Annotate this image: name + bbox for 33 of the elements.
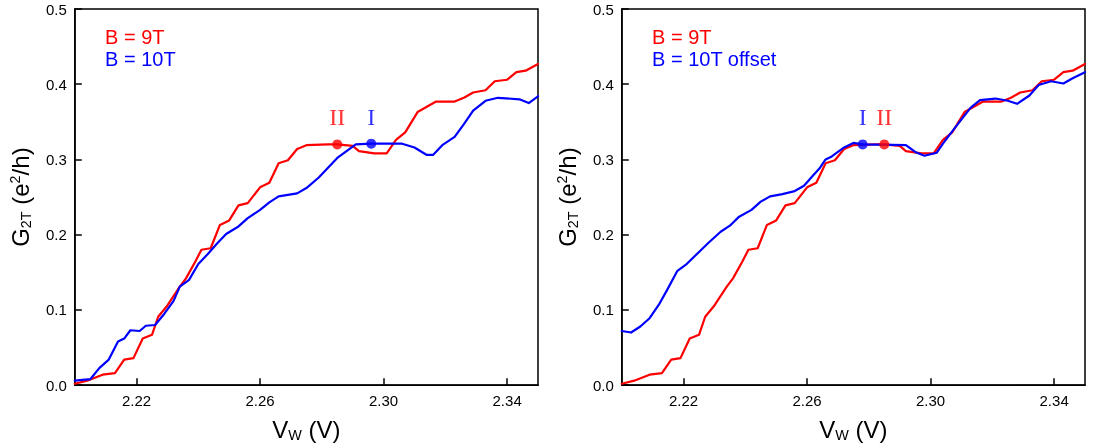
- data-label: II: [876, 104, 893, 131]
- y-tick-label: 0.2: [592, 226, 614, 244]
- y-tick-label: 0.1: [45, 301, 67, 319]
- y-tick-label: 0.2: [45, 226, 67, 244]
- x-tick-label: 2.30: [916, 392, 946, 410]
- y-tick-label: 0.4: [592, 75, 614, 93]
- x-tick-label: 2.34: [492, 392, 522, 410]
- y-tick-label: 0.4: [45, 75, 67, 93]
- text: B = 9T: [105, 26, 165, 48]
- x-tick-label: 2.34: [1039, 392, 1069, 410]
- text: B = 9T: [652, 26, 712, 48]
- y-tick-label: 0.3: [592, 150, 614, 168]
- data-label: I: [367, 103, 376, 130]
- x-tick-label: 2.26: [245, 392, 275, 410]
- text: B = 10T: [105, 48, 176, 70]
- x-tick-label: 2.30: [369, 392, 399, 410]
- y-tick-label: 0.3: [45, 150, 67, 168]
- x-tick-label: 2.22: [121, 392, 152, 410]
- data-label: II: [329, 104, 346, 131]
- line-series: [620, 71, 1087, 334]
- y-tick-label: 0.0: [45, 376, 67, 394]
- y-tick-label: 0.1: [592, 301, 614, 319]
- x-axis-title: VW (V): [272, 416, 341, 444]
- y-tick-label: 0.5: [592, 0, 614, 18]
- data-label: I: [858, 104, 867, 131]
- x-tick-label: 2.26: [792, 392, 822, 410]
- y-tick-label: 0.0: [592, 376, 614, 394]
- text: B = 10T offset: [652, 48, 777, 70]
- y-axis-title: G2T (e2/h): [553, 147, 581, 247]
- y-axis-title: G2T (e2/h): [6, 147, 34, 247]
- x-axis-title: VW (V): [819, 416, 888, 444]
- y-tick-label: 0.5: [45, 0, 67, 18]
- x-tick-label: 2.22: [668, 392, 699, 410]
